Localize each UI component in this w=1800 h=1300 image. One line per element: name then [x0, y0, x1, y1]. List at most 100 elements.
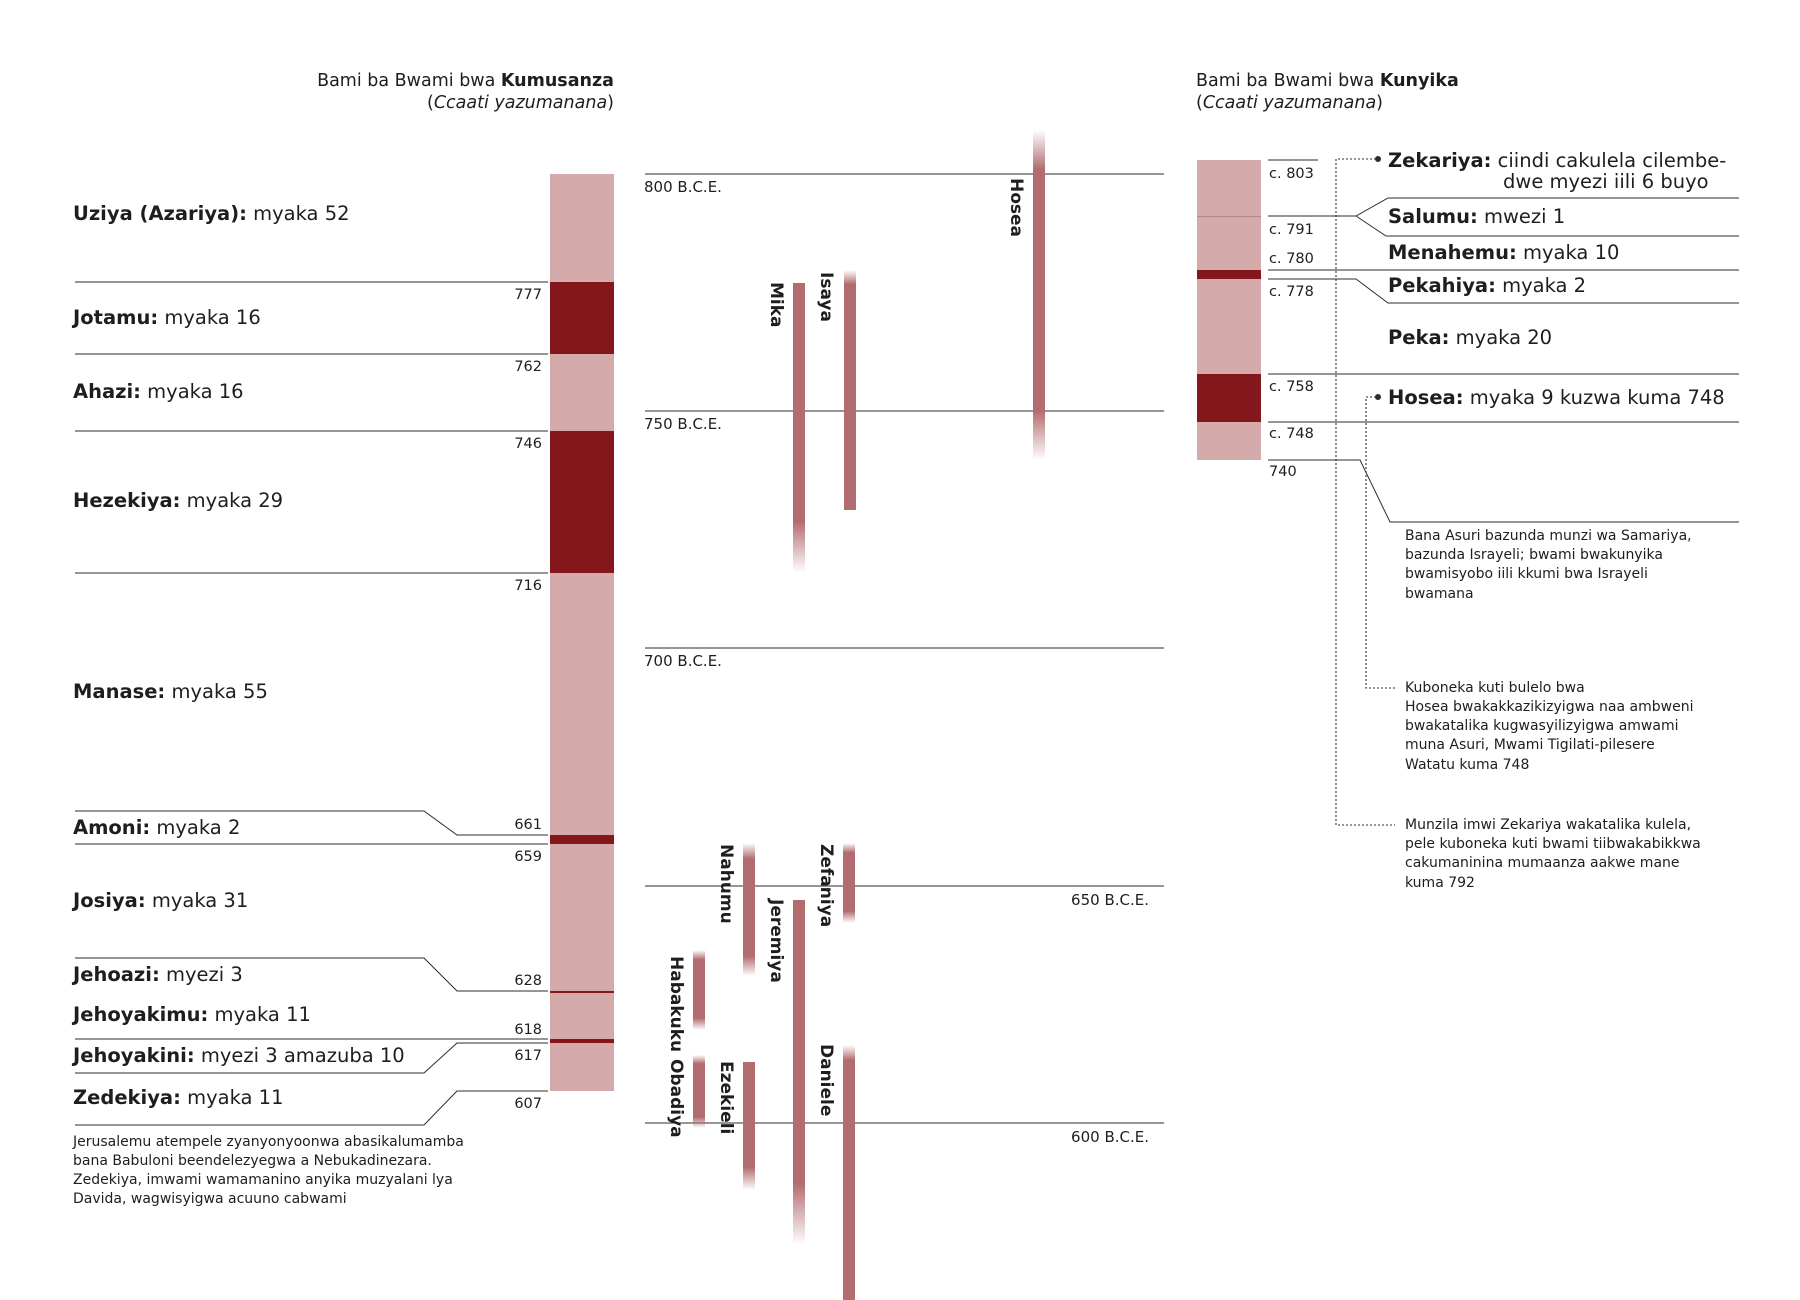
note-line: kuma 792: [1405, 875, 1475, 891]
reign-segment-amoni: [550, 835, 614, 844]
zekariya-leader: [1335, 158, 1395, 826]
king-label: Zekariya: ciindi cakulela cilembe-: [1388, 149, 1726, 172]
prophet-bar-jeremiya: [793, 900, 805, 1245]
year-label: c. 791: [1269, 222, 1314, 238]
king-label: Hosea: myaka 9 kuzwa kuma 748: [1388, 386, 1725, 409]
reign-segment-manase: [550, 573, 614, 835]
note-line: bazunda Israyeli; bwami bwakunyika: [1405, 547, 1663, 563]
era-label: 700 B.C.E.: [644, 652, 722, 670]
israel-header: Bami ba Bwami bwa Kunyika (Ccaati yazuma…: [1196, 71, 1459, 113]
king-label: Hezekiya: myaka 29: [73, 489, 283, 512]
king-label: Jehoazi: myezi 3: [71, 963, 243, 986]
year-label: 740: [1269, 464, 1297, 480]
prophet-label-habakuku: Habakuku: [666, 956, 686, 1052]
king-label: Josiya: myaka 31: [71, 889, 248, 912]
note-line: Kuboneka kuti bulelo bwa: [1405, 680, 1585, 696]
year-label: 617: [514, 1048, 542, 1064]
note-line: Jerusalemu atempele zyanyonyoonwa abasik…: [72, 1134, 464, 1150]
king-label: Manase: myaka 55: [73, 680, 268, 703]
year-label: 762: [514, 359, 542, 375]
king-label: Salumu: mwezi 1: [1388, 205, 1565, 228]
year-label: 618: [514, 1022, 542, 1038]
king-label: Jotamu: myaka 16: [71, 306, 261, 329]
prophet-label-nahumu: Nahumu: [716, 844, 736, 924]
note-line: bwakatalika kugwasyilizyigwa amwami: [1405, 718, 1678, 734]
israel-notes: Bana Asuri bazunda munzi wa Samariya, ba…: [1405, 528, 1701, 891]
israel-reign-bar: [1197, 160, 1261, 460]
era-label: 650 B.C.E.: [1071, 891, 1149, 909]
king-label: Pekahiya: myaka 2: [1388, 274, 1586, 297]
judah-dividers: [75, 281, 548, 1126]
judah-note: Jerusalemu atempele zyanyonyoonwa abasik…: [72, 1134, 464, 1207]
year-label: c. 803: [1269, 166, 1314, 182]
king-label: Ahazi: myaka 16: [73, 380, 244, 403]
year-label: 661: [514, 817, 542, 833]
reign-segment-ahazi: [550, 354, 614, 431]
year-label: 746: [514, 436, 542, 452]
prophet-label-isaya: Isaya: [816, 272, 836, 322]
king-label: Jehoyakimu: myaka 11: [71, 1003, 311, 1026]
reign-segment-hosea: [1197, 422, 1261, 460]
reign-segment-uziya: [550, 174, 614, 282]
divider: [1268, 459, 1739, 523]
note-line: bwamana: [1405, 586, 1474, 602]
year-label: c. 748: [1269, 426, 1314, 442]
leader-dot: [1375, 394, 1381, 400]
divider: [1355, 215, 1739, 237]
year-label: c. 778: [1269, 284, 1314, 300]
reign-segment-jehoyakini: [550, 1039, 614, 1043]
era-label: 750 B.C.E.: [644, 415, 722, 433]
prophet-bar-hosea: [1033, 130, 1045, 460]
prophet-label-mika: Mika: [766, 282, 786, 328]
hosea-leader: [1365, 396, 1395, 689]
judah-header-title: Bami ba Bwami bwa Kumusanza: [317, 71, 614, 91]
year-label: 607: [514, 1096, 542, 1112]
israel-header-subtitle: (Ccaati yazumanana): [1196, 93, 1383, 113]
note-line: Bana Asuri bazunda munzi wa Samariya,: [1405, 528, 1692, 544]
divider: [75, 957, 548, 992]
king-label-continued: dwe myezi iili 6 buyo: [1503, 170, 1709, 193]
note-line: Munzila imwi Zekariya wakatalika kulela,: [1405, 817, 1691, 833]
divider: [75, 810, 548, 836]
note-line: bana Babuloni beendelezyegwa a Nebukadin…: [73, 1153, 432, 1169]
king-label: Peka: myaka 20: [1388, 326, 1552, 349]
reign-segment-salumu: [1197, 216, 1261, 217]
era-label: 600 B.C.E.: [1071, 1128, 1149, 1146]
reign-segment-jotamu: [550, 282, 614, 354]
prophet-label-hosea: Hosea: [1006, 178, 1026, 237]
reign-segment-peka: [1197, 279, 1261, 374]
israel-years: c. 803 c. 791 c. 780 c. 778 c. 758 c. 74…: [1269, 166, 1314, 480]
year-label: 777: [514, 287, 542, 303]
israel-kings: Zekariya: ciindi cakulela cilembe- dwe m…: [1388, 149, 1726, 409]
reign-segment-zedekiya: [550, 1043, 614, 1091]
reign-segment-josiya: [550, 844, 614, 991]
israel-annotation-leaders: [1335, 156, 1395, 826]
note-line: cakumaninina mumaanza aakwe mane: [1405, 855, 1680, 871]
era-lines: 800 B.C.E. 750 B.C.E. 700 B.C.E. 650 B.C…: [644, 173, 1164, 1146]
prophet-labels: Hosea Isaya Mika Nahumu Zefaniya Jeremiy…: [666, 178, 1026, 1138]
prophet-bar-isaya: [844, 270, 856, 510]
judah-kings: Uziya (Azariya): myaka 52 Jotamu: myaka …: [71, 202, 405, 1109]
judah-years: 777 762 746 716 661 659 628 618 617 607: [514, 287, 542, 1112]
prophet-bar-mika: [793, 283, 805, 573]
note-line: Davida, wagwisyigwa acuuno cabwami: [73, 1191, 347, 1207]
era-label: 800 B.C.E.: [644, 178, 722, 196]
israel-header-title: Bami ba Bwami bwa Kunyika: [1196, 71, 1459, 91]
reign-segment-pekahiya: [1197, 270, 1261, 279]
note-line: Watatu kuma 748: [1405, 757, 1529, 773]
judah-header: Bami ba Bwami bwa Kumusanza (Ccaati yazu…: [317, 71, 614, 113]
prophet-label-zefaniya: Zefaniya: [816, 844, 836, 927]
reign-segment-upper: [1197, 160, 1261, 261]
year-label: c. 758: [1269, 379, 1314, 395]
reign-segment-menahemu-end: [1197, 261, 1261, 270]
prophet-bars: [693, 130, 1045, 1300]
divider: [75, 1090, 548, 1126]
note-line: pele kuboneka kuti bwami tiibwakabikkwa: [1405, 836, 1701, 852]
divider: [75, 1042, 548, 1074]
year-label: c. 780: [1269, 251, 1314, 267]
reign-segment-hezekiya: [550, 431, 614, 573]
divider: [1268, 197, 1739, 217]
king-label: Amoni: myaka 2: [73, 816, 240, 839]
judah-header-subtitle: (Ccaati yazumanana): [427, 93, 614, 113]
